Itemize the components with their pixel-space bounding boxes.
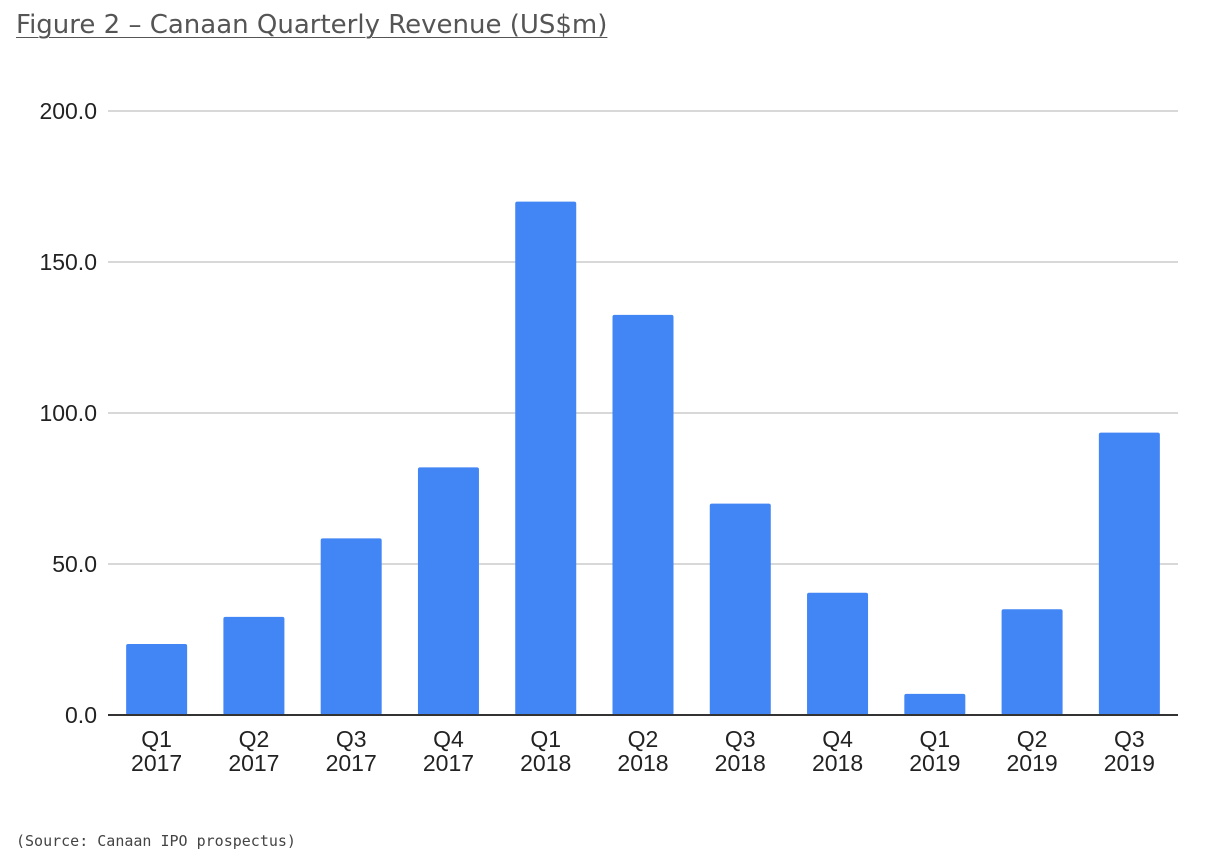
x-axis-category-labels: Q1 2017 Q2 2017 Q3 2017 Q4 2017 Q1 2018 Q2 2018 Q3 20… bbox=[131, 726, 1155, 776]
bar bbox=[1001, 609, 1063, 715]
bar bbox=[1098, 432, 1160, 715]
bar bbox=[320, 538, 382, 715]
y-tick-label: 0.0 bbox=[65, 702, 97, 728]
x-tick-label: Q2 2019 bbox=[1007, 726, 1058, 776]
bar bbox=[126, 644, 188, 715]
x-tick-label: Q3 2017 bbox=[326, 726, 377, 776]
x-tick-label: Q1 2018 bbox=[520, 726, 571, 776]
y-tick-label: 200.0 bbox=[39, 98, 97, 124]
y-tick-label: 100.0 bbox=[39, 400, 97, 426]
x-tick-label: Q2 2018 bbox=[617, 726, 668, 776]
figure-title: Figure 2 – Canaan Quarterly Revenue (US$… bbox=[16, 10, 608, 40]
x-tick-label: Q1 2019 bbox=[909, 726, 960, 776]
x-tick-label: Q2 2017 bbox=[228, 726, 279, 776]
bar bbox=[223, 616, 285, 715]
x-tick-label: Q4 2018 bbox=[812, 726, 863, 776]
figure-source-note: (Source: Canaan IPO prospectus) bbox=[16, 832, 296, 850]
bar bbox=[417, 467, 479, 715]
x-tick-label: Q3 2019 bbox=[1104, 726, 1155, 776]
x-tick-label: Q1 2017 bbox=[131, 726, 182, 776]
bar bbox=[612, 314, 674, 715]
bar bbox=[515, 201, 577, 716]
y-tick-label: 50.0 bbox=[52, 551, 97, 577]
bar bbox=[807, 592, 869, 715]
bars bbox=[126, 201, 1160, 716]
x-tick-label: Q3 2018 bbox=[715, 726, 766, 776]
bar bbox=[904, 693, 966, 715]
y-tick-label: 150.0 bbox=[39, 249, 97, 275]
bar bbox=[709, 503, 771, 715]
y-axis-tick-labels: 0.0 50.0 100.0 150.0 200.0 bbox=[39, 98, 97, 728]
x-tick-label: Q4 2017 bbox=[423, 726, 474, 776]
